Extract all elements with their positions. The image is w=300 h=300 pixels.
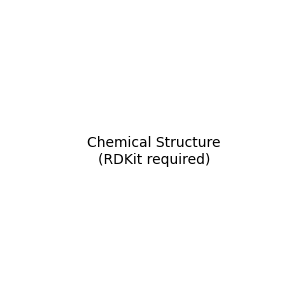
Text: Chemical Structure
(RDKit required): Chemical Structure (RDKit required) xyxy=(87,136,220,166)
